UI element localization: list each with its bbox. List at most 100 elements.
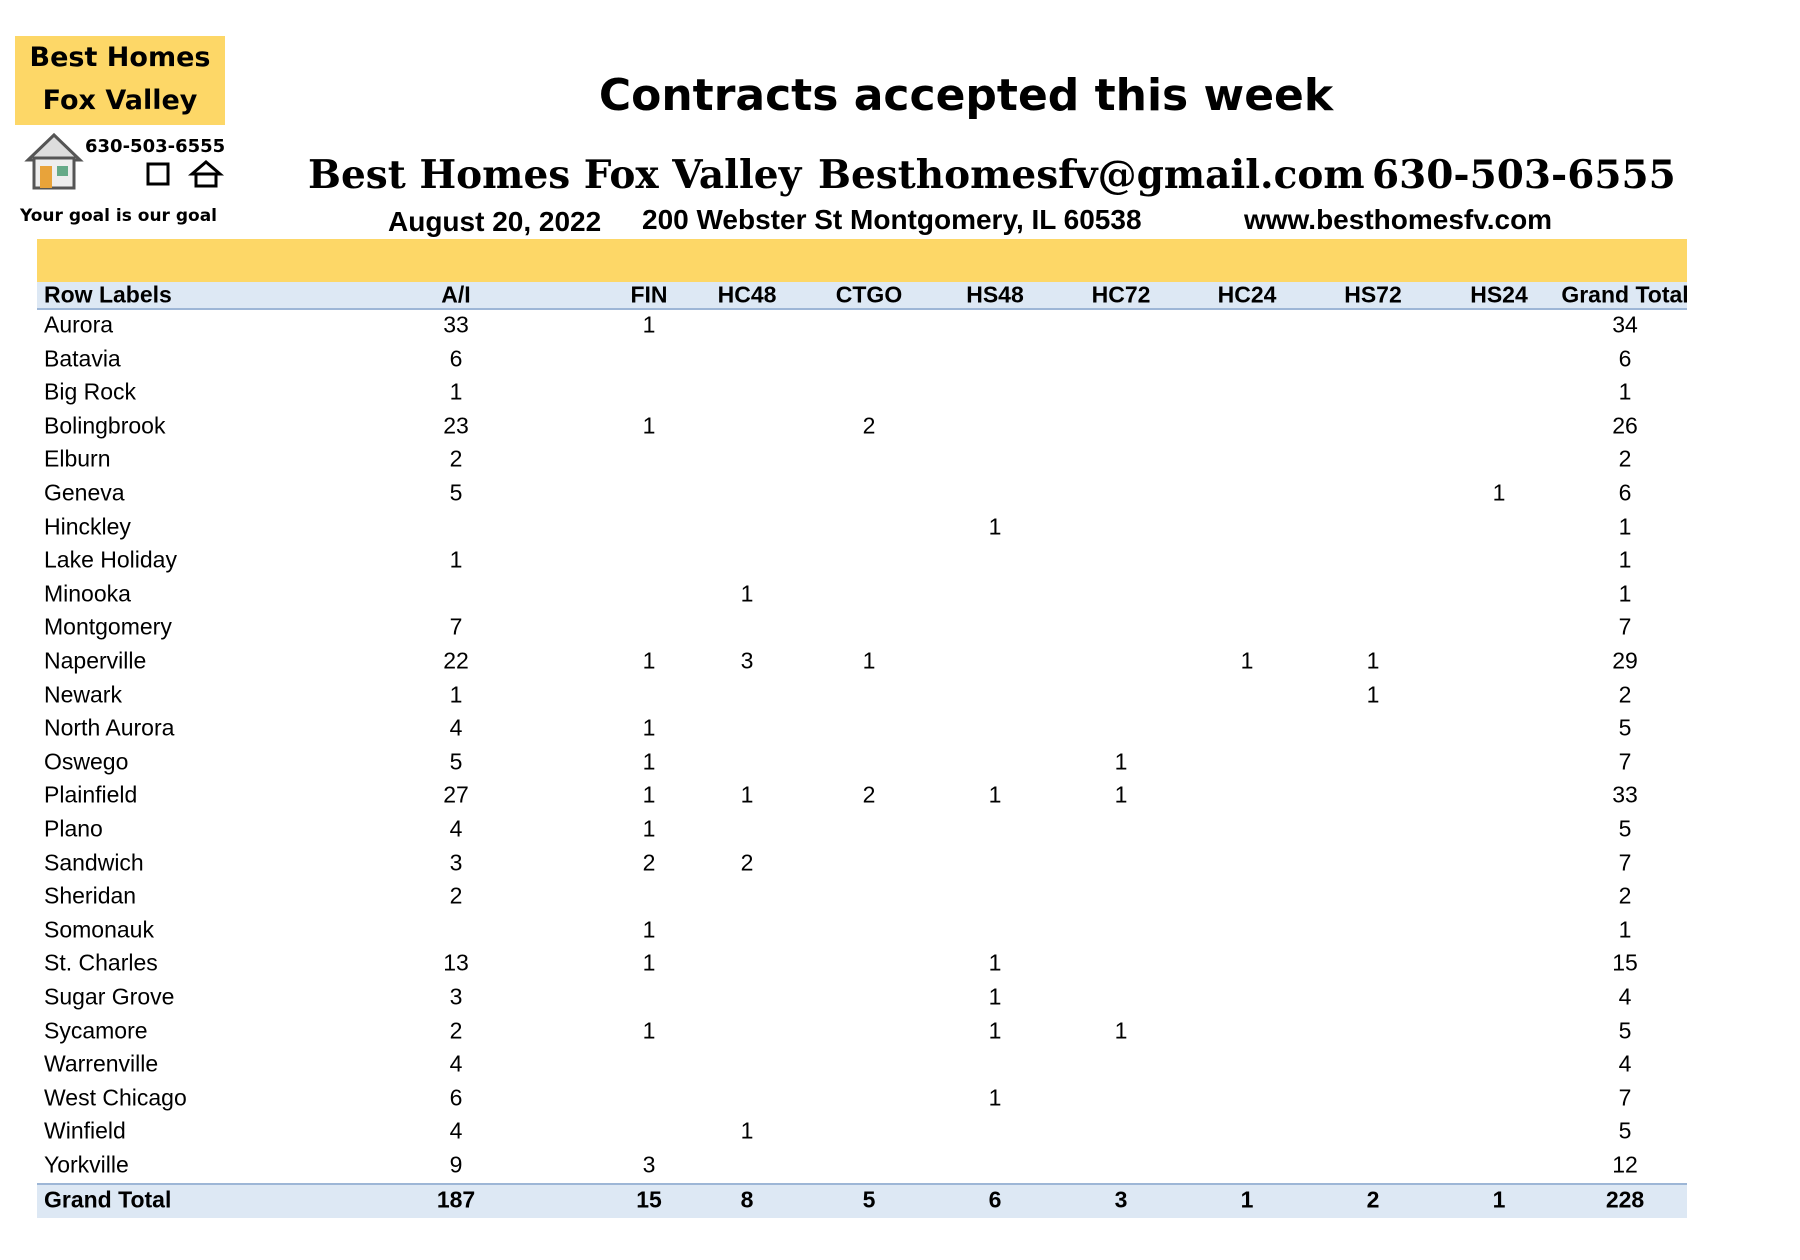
cell: 2: [449, 1017, 463, 1044]
email: Besthomesfv@gmail.com: [818, 152, 1365, 198]
phone: 630-503-6555: [1372, 152, 1676, 198]
cell: 5: [449, 748, 463, 775]
cell: 3: [449, 983, 463, 1010]
column-header: HS48: [966, 281, 1024, 308]
row-label: Minooka: [44, 580, 131, 607]
column-header: CTGO: [835, 281, 903, 308]
cell: 1: [862, 647, 876, 674]
cell: 1: [740, 781, 754, 808]
cell: 3: [740, 647, 754, 674]
row-label: Bolingbrook: [44, 412, 166, 439]
cell: 13: [443, 949, 469, 976]
column-header: HC48: [717, 281, 777, 308]
total-cell: Grand Total: [44, 1186, 172, 1213]
row-label: Yorkville: [44, 1151, 129, 1178]
cell: 7: [1618, 613, 1632, 640]
column-header: Row Labels: [44, 281, 172, 308]
cell: 1: [642, 815, 656, 842]
cell: 5: [1618, 1017, 1632, 1044]
row-label: West Chicago: [44, 1084, 187, 1111]
cell: 23: [443, 412, 469, 439]
cell: 2: [449, 882, 463, 909]
total-cell: 15: [636, 1186, 662, 1213]
cell: 1: [1366, 681, 1380, 708]
cell: 1: [1240, 647, 1254, 674]
column-header: HC24: [1217, 281, 1277, 308]
cell: 3: [642, 1151, 656, 1178]
column-header: HC72: [1091, 281, 1151, 308]
cell: 1: [1618, 378, 1632, 405]
cell: 1: [642, 949, 656, 976]
cell: 1: [988, 513, 1002, 540]
row-label: Naperville: [44, 647, 147, 674]
cell: 4: [449, 1117, 463, 1144]
cell: 15: [1612, 949, 1638, 976]
cell: 6: [1618, 345, 1632, 372]
column-header: FIN: [630, 281, 668, 308]
cell: 4: [449, 714, 463, 741]
cell: 5: [1618, 1117, 1632, 1144]
cell: 1: [449, 378, 463, 405]
cell: 1: [740, 1117, 754, 1144]
cell: 1: [1114, 781, 1128, 808]
cell: 29: [1612, 647, 1638, 674]
row-label: Oswego: [44, 748, 129, 775]
column-header: Grand Total: [1561, 281, 1689, 308]
row-label: Sugar Grove: [44, 983, 175, 1010]
cell: 7: [1618, 1084, 1632, 1111]
cell: 1: [988, 781, 1002, 808]
row-label: Elburn: [44, 445, 111, 472]
row-label: Somonauk: [44, 916, 154, 943]
cell: 1: [1114, 1017, 1128, 1044]
row-label: Lake Holiday: [44, 546, 177, 573]
cell: 5: [1618, 815, 1632, 842]
cell: 1: [449, 546, 463, 573]
cell: 2: [740, 849, 754, 876]
row-label: Batavia: [44, 345, 121, 372]
cell: 33: [1612, 781, 1638, 808]
cell: 2: [642, 849, 656, 876]
cell: 2: [1618, 882, 1632, 909]
logo-phone: 630-503-6555: [85, 136, 226, 157]
total-cell: 1: [1492, 1186, 1506, 1213]
cell: 1: [642, 714, 656, 741]
logo-line: Fox Valley: [42, 85, 198, 116]
cell: 1: [740, 580, 754, 607]
total-cell: 228: [1605, 1186, 1645, 1213]
cell: 1: [988, 949, 1002, 976]
cell: 12: [1612, 1151, 1638, 1178]
cell: 6: [449, 345, 463, 372]
row-label: Montgomery: [44, 613, 172, 640]
cell: 1: [642, 748, 656, 775]
header-row: [37, 282, 1687, 310]
cell: 26: [1612, 412, 1638, 439]
total-cell: 5: [862, 1186, 876, 1213]
cell: 5: [1618, 714, 1632, 741]
total-cell: 3: [1114, 1186, 1128, 1213]
row-label: Winfield: [44, 1117, 126, 1144]
total-row: [37, 1183, 1687, 1218]
cell: 9: [449, 1151, 463, 1178]
cell: 22: [443, 647, 469, 674]
cell: 4: [1618, 1050, 1632, 1077]
total-cell: 187: [436, 1186, 476, 1213]
company: Best Homes Fox Valley: [308, 152, 802, 198]
total-cell: 1: [1240, 1186, 1254, 1213]
row-label: St. Charles: [44, 949, 158, 976]
column-header: HS72: [1344, 281, 1402, 308]
row-label: North Aurora: [44, 714, 175, 741]
cell: 2: [1618, 681, 1632, 708]
cell: 34: [1612, 311, 1638, 338]
cell: 33: [443, 311, 469, 338]
row-label: Geneva: [44, 479, 125, 506]
cell: 1: [1618, 580, 1632, 607]
row-label: Sycamore: [44, 1017, 148, 1044]
cell: 1: [642, 916, 656, 943]
cell: 2: [862, 412, 876, 439]
cell: 7: [1618, 748, 1632, 775]
cell: 1: [1618, 546, 1632, 573]
cell: 1: [1492, 479, 1506, 506]
date: August 20, 2022: [388, 206, 602, 237]
row-label: Sheridan: [44, 882, 137, 909]
cell: 1: [642, 311, 656, 338]
